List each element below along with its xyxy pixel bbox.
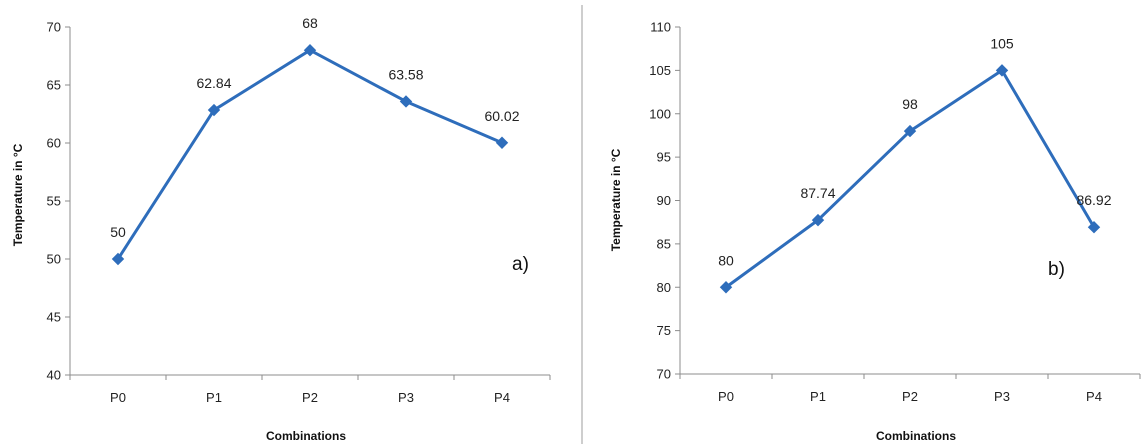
y-axis-title: Temperature in °C xyxy=(609,148,623,251)
data-point xyxy=(399,95,413,108)
data-point xyxy=(111,252,125,266)
y-tick-label: 95 xyxy=(657,150,671,165)
y-tick-label: 65 xyxy=(47,78,61,93)
data-label: 87.74 xyxy=(800,185,835,201)
x-tick-label: P3 xyxy=(994,389,1010,404)
y-tick-label: 105 xyxy=(649,63,671,78)
x-tick-label: P0 xyxy=(110,390,126,405)
y-tick-label: 100 xyxy=(649,106,671,121)
y-tick-label: 90 xyxy=(657,193,671,208)
data-point xyxy=(811,213,825,227)
y-tick-label: 50 xyxy=(47,252,61,267)
data-point xyxy=(903,124,917,138)
y-tick-label: 45 xyxy=(47,310,61,325)
y-tick-label: 60 xyxy=(47,136,61,151)
data-label: 86.92 xyxy=(1076,192,1111,208)
data-label: 98 xyxy=(902,96,918,112)
y-tick-label: 70 xyxy=(47,20,61,35)
data-point xyxy=(995,64,1009,77)
y-tick-label: 40 xyxy=(47,368,61,383)
x-tick-label: P2 xyxy=(302,390,318,405)
x-tick-label: P3 xyxy=(398,390,414,405)
data-point xyxy=(1087,221,1101,234)
y-tick-label: 85 xyxy=(657,236,671,251)
x-tick-label: P1 xyxy=(810,389,826,404)
panel-label: b) xyxy=(1048,259,1065,280)
y-tick-label: 75 xyxy=(657,323,671,338)
x-axis-title: Combinations xyxy=(266,429,346,443)
data-point xyxy=(719,281,733,294)
data-label: 80 xyxy=(718,252,734,268)
chart-b: Temperature in °C Combinations b) 70 75 80… xyxy=(609,20,1141,443)
data-label: 68 xyxy=(302,15,318,31)
x-tick-label: P4 xyxy=(1086,389,1102,404)
x-tick-label: P1 xyxy=(206,390,222,405)
data-label: 62.84 xyxy=(196,75,231,91)
data-label: 50 xyxy=(110,224,126,240)
data-label: 60.02 xyxy=(484,108,519,124)
data-label: 105 xyxy=(990,35,1014,51)
y-tick-label: 55 xyxy=(47,194,61,209)
x-tick-label: P4 xyxy=(494,390,510,405)
data-label: 63.58 xyxy=(388,66,423,82)
data-point xyxy=(207,103,221,117)
y-axis-title: Temperature in °C xyxy=(11,143,25,246)
panel-label: a) xyxy=(512,254,529,275)
y-tick-label: 80 xyxy=(657,280,671,295)
y-tick-label: 70 xyxy=(657,367,671,382)
x-tick-label: P2 xyxy=(902,389,918,404)
x-tick-label: P0 xyxy=(718,389,734,404)
x-axis-title: Combinations xyxy=(876,429,956,443)
chart-a: Temperature in °C Combinations a) 40 45 50… xyxy=(11,15,551,443)
y-tick-label: 110 xyxy=(650,20,671,35)
series-line xyxy=(116,48,503,260)
data-point xyxy=(303,43,317,57)
data-point xyxy=(495,136,509,149)
